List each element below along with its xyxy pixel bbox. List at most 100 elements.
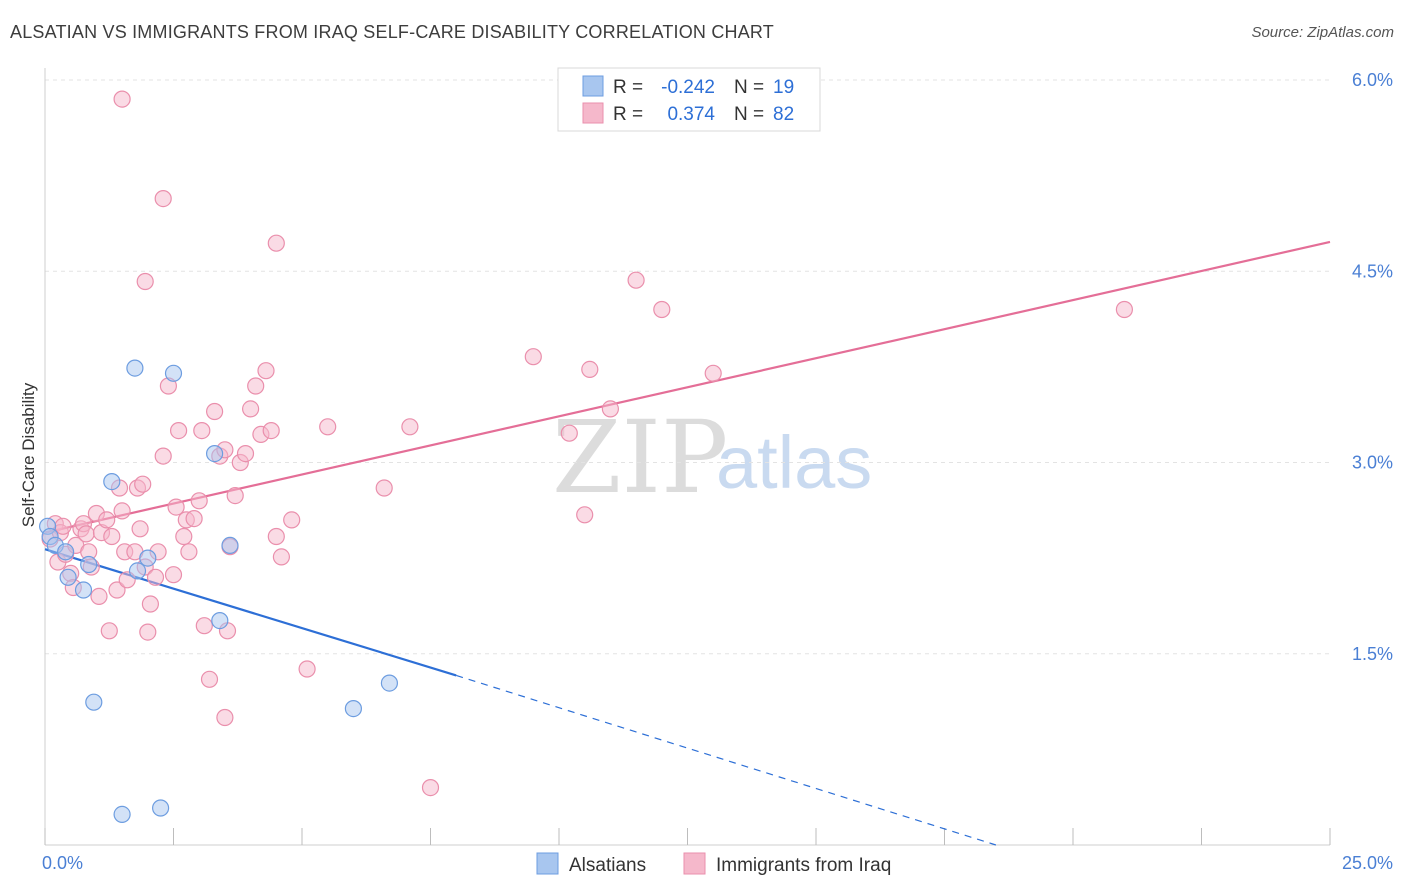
point-iraq bbox=[257, 362, 275, 380]
point-iraq bbox=[627, 271, 645, 289]
point-iraq bbox=[375, 479, 393, 497]
stats-n-value-alsatians: 19 bbox=[773, 77, 794, 98]
point-alsatians bbox=[344, 699, 362, 718]
chart-source: Source: ZipAtlas.com bbox=[1251, 24, 1394, 41]
point-iraq bbox=[100, 622, 118, 640]
point-iraq bbox=[167, 498, 185, 516]
point-iraq bbox=[653, 300, 671, 319]
stats-box: R = -0.242 N = 19 R = 0.374 N = 82 bbox=[557, 67, 821, 132]
grid bbox=[45, 79, 1330, 655]
legend-swatch-alsatians bbox=[536, 852, 559, 875]
point-iraq bbox=[136, 272, 154, 291]
point-iraq bbox=[226, 487, 244, 505]
watermark-zip: ZIP bbox=[552, 399, 728, 516]
point-iraq bbox=[139, 623, 157, 641]
point-iraq bbox=[154, 447, 172, 465]
chart-title: ALSATIAN VS IMMIGRANTS FROM IRAQ SELF-CA… bbox=[10, 22, 774, 42]
point-iraq bbox=[131, 520, 149, 538]
y-tick-label: 3.0% bbox=[1352, 453, 1393, 473]
trend-line-iraq bbox=[44, 240, 1331, 534]
point-iraq bbox=[524, 348, 542, 366]
point-alsatians bbox=[59, 568, 77, 586]
point-iraq bbox=[601, 400, 620, 418]
point-iraq bbox=[576, 506, 594, 524]
legend-label-alsatians: Alsatians bbox=[569, 855, 646, 876]
point-iraq bbox=[560, 424, 578, 442]
stats-r-label-alsatians: R = bbox=[613, 77, 643, 98]
point-iraq bbox=[247, 377, 265, 395]
point-iraq bbox=[283, 511, 301, 529]
point-iraq bbox=[164, 566, 183, 584]
point-alsatians bbox=[74, 581, 93, 599]
stats-r-value-iraq: 0.374 bbox=[667, 104, 715, 125]
point-iraq bbox=[90, 587, 108, 606]
legend: Alsatians Immigrants from Iraq bbox=[536, 852, 891, 876]
y-tick-label: 6.0% bbox=[1352, 70, 1393, 90]
point-iraq bbox=[54, 517, 72, 535]
x-tick-label-max: 25.0% bbox=[1342, 853, 1393, 873]
point-iraq bbox=[272, 548, 290, 566]
point-alsatians bbox=[85, 693, 103, 711]
point-iraq bbox=[200, 670, 219, 688]
legend-label-iraq: Immigrants from Iraq bbox=[716, 855, 891, 876]
point-iraq bbox=[113, 502, 131, 520]
stats-n-label-iraq: N = bbox=[734, 104, 764, 125]
point-iraq bbox=[190, 492, 208, 510]
y-tick-label: 1.5% bbox=[1352, 644, 1393, 664]
point-iraq bbox=[185, 509, 203, 528]
stats-r-value-alsatians: -0.242 bbox=[661, 77, 715, 98]
point-iraq bbox=[242, 400, 260, 418]
y-axis-title: Self-Care Disability bbox=[19, 382, 38, 527]
point-iraq bbox=[108, 581, 126, 599]
point-iraq bbox=[195, 617, 213, 635]
stats-swatch-iraq bbox=[582, 102, 604, 124]
point-alsatians bbox=[56, 543, 75, 561]
point-iraq bbox=[113, 90, 131, 108]
point-iraq bbox=[262, 422, 280, 440]
point-alsatians bbox=[126, 359, 144, 377]
point-iraq bbox=[141, 595, 159, 613]
point-iraq bbox=[298, 660, 316, 678]
point-iraq bbox=[267, 234, 285, 252]
point-iraq bbox=[134, 475, 152, 493]
trend-line-alsatians-extrapolated bbox=[456, 674, 997, 846]
stats-swatch-alsatians bbox=[582, 75, 604, 97]
point-iraq bbox=[77, 525, 95, 543]
point-iraq bbox=[170, 422, 188, 440]
point-alsatians bbox=[113, 805, 131, 824]
trend-lines bbox=[44, 240, 1331, 846]
point-iraq bbox=[154, 190, 172, 208]
point-iraq bbox=[103, 527, 121, 546]
point-alsatians bbox=[80, 555, 98, 574]
legend-swatch-iraq bbox=[683, 852, 706, 875]
point-iraq bbox=[704, 364, 722, 382]
stats-r-label-iraq: R = bbox=[613, 104, 643, 125]
point-alsatians bbox=[211, 611, 229, 630]
data-points bbox=[38, 90, 1134, 824]
point-alsatians bbox=[380, 674, 398, 692]
axes: 1.5% 3.0% 4.5% 6.0% 0.0% 25.0% bbox=[42, 68, 1393, 873]
point-iraq bbox=[1115, 300, 1134, 319]
point-alsatians bbox=[221, 536, 239, 555]
point-iraq bbox=[98, 511, 116, 529]
stats-n-label-alsatians: N = bbox=[734, 77, 764, 98]
stats-n-value-iraq: 82 bbox=[773, 104, 794, 125]
x-tick-label-min: 0.0% bbox=[42, 853, 83, 873]
point-iraq bbox=[319, 418, 337, 436]
point-alsatians bbox=[152, 799, 170, 817]
point-alsatians bbox=[206, 445, 224, 463]
point-iraq bbox=[236, 445, 255, 463]
point-alsatians bbox=[164, 364, 183, 382]
point-iraq bbox=[206, 402, 224, 421]
point-iraq bbox=[401, 418, 419, 436]
point-iraq bbox=[581, 360, 599, 378]
trend-line-alsatians bbox=[44, 548, 457, 677]
point-iraq bbox=[146, 568, 165, 586]
y-tick-label: 4.5% bbox=[1352, 261, 1393, 281]
point-iraq bbox=[421, 778, 440, 797]
point-iraq bbox=[193, 422, 211, 440]
point-alsatians bbox=[103, 473, 121, 491]
point-iraq bbox=[180, 543, 198, 561]
point-iraq bbox=[175, 527, 193, 546]
